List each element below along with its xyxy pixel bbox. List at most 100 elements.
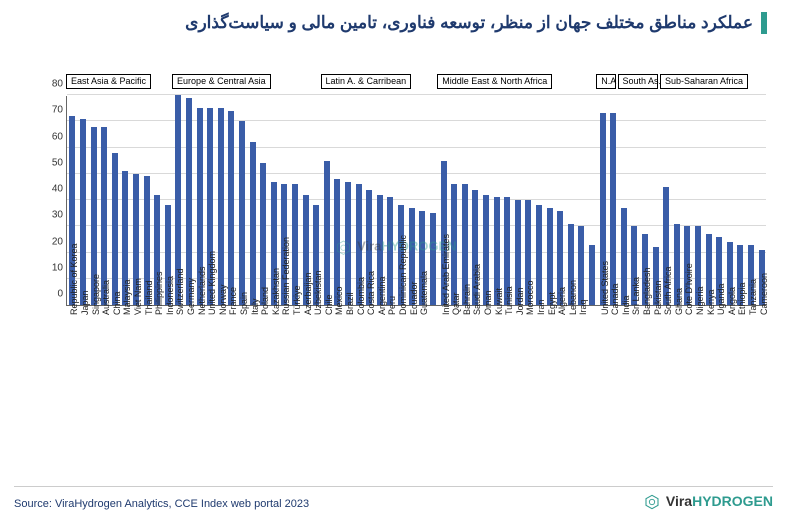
x-tick: Kenya <box>706 289 716 315</box>
x-tick: Canada <box>610 283 620 315</box>
region-label: Middle East & North Africa <box>437 74 552 89</box>
x-tick: Saudi Arabia <box>472 264 482 315</box>
gridline <box>67 94 766 95</box>
bar <box>112 153 118 305</box>
x-tick: Azerbaijan <box>303 272 313 315</box>
x-tick: Viet Nam <box>133 278 143 315</box>
x-tick: Spain <box>239 292 249 315</box>
x-tick: Uzbekistan <box>313 270 323 315</box>
gridline <box>67 120 766 121</box>
region-label: East Asia & Pacific <box>66 74 151 89</box>
x-tick: Guatemala <box>419 271 429 315</box>
hex-icon <box>644 494 660 510</box>
x-tick: Lebanon <box>568 280 578 315</box>
x-tick: Algeria <box>557 287 567 315</box>
bar <box>101 127 107 306</box>
bar <box>324 161 330 305</box>
bar <box>589 245 595 305</box>
region-label: South As. <box>618 74 658 89</box>
x-tick: United States <box>600 261 610 315</box>
x-tick: Italy <box>250 298 260 315</box>
x-tick: Malaysia <box>122 279 132 315</box>
x-tick: Jordan <box>515 287 525 315</box>
x-tick: Türkiye <box>292 285 302 315</box>
x-tick: Russian Federation <box>281 237 291 315</box>
source-text: Source: ViraHydrogen Analytics, CCE Inde… <box>14 498 309 510</box>
x-tick: Peru <box>387 296 397 315</box>
logo-a: Vira <box>666 493 692 509</box>
x-tick: Egypt <box>547 292 557 315</box>
x-tick: Angola <box>727 287 737 315</box>
x-tick: Thailand <box>144 280 154 315</box>
x-tick: France <box>228 287 238 315</box>
bar <box>250 142 256 305</box>
bar <box>451 184 457 305</box>
x-tick: Poland <box>260 287 270 315</box>
x-tick: Uganda <box>716 283 726 315</box>
x-tick: Brazil <box>345 292 355 315</box>
gridline <box>67 225 766 226</box>
x-tick: Tunisia <box>504 286 514 315</box>
bar <box>186 98 192 305</box>
logo-b: HYDROGEN <box>692 493 773 509</box>
x-tick: Morocco <box>525 280 535 315</box>
footer: Source: ViraHydrogen Analytics, CCE Inde… <box>14 486 773 510</box>
x-tick: Ethiopia <box>737 282 747 315</box>
x-tick: Pakistan <box>653 280 663 315</box>
gridline <box>67 199 766 200</box>
chart-area: East Asia & Pacific Europe & Central Asia… <box>26 60 766 420</box>
x-tick: Switzerland <box>175 268 185 315</box>
x-tick: Norway <box>218 284 228 315</box>
y-tick: 60 <box>45 131 63 142</box>
x-tick: Bahrain <box>462 284 472 315</box>
y-tick: 20 <box>45 236 63 247</box>
x-tick: Iran <box>536 299 546 315</box>
x-tick: Dominican Republic <box>398 235 408 315</box>
x-tick: United Kingdom <box>207 251 217 315</box>
x-tick: Nigeria <box>695 286 705 315</box>
x-tick: India <box>621 295 631 315</box>
x-tick: Qatar <box>451 292 461 315</box>
plot: 01020304050607080 <box>66 96 766 306</box>
bar <box>345 182 351 305</box>
y-tick: 0 <box>45 289 63 300</box>
page-title: عملکرد مناطق مختلف جهان از منظر، توسعه ف… <box>185 13 753 33</box>
bar <box>536 205 542 305</box>
title-bar: عملکرد مناطق مختلف جهان از منظر، توسعه ف… <box>0 0 787 38</box>
x-tick: Japan <box>80 290 90 315</box>
bar <box>218 108 224 305</box>
bar <box>483 195 489 305</box>
logo: ViraHYDROGEN <box>644 493 773 510</box>
x-tick: Ecuador <box>409 281 419 315</box>
y-tick: 10 <box>45 262 63 273</box>
x-tick: Argentina <box>377 276 387 315</box>
bar <box>260 163 266 305</box>
bar <box>430 213 436 305</box>
region-label: Europe & Central Asia <box>172 74 271 89</box>
x-tick: Chile <box>324 294 334 315</box>
x-tick: Inited Arab Emirates <box>441 234 451 315</box>
x-tick: Tanzania <box>748 279 758 315</box>
x-tick: China <box>112 291 122 315</box>
x-tick: Bangladesh <box>642 267 652 315</box>
bar <box>621 208 627 305</box>
y-tick: 70 <box>45 105 63 116</box>
x-tick: Indonesia <box>165 276 175 315</box>
x-tick: Germany <box>186 278 196 315</box>
x-tick: Kazakhstan <box>271 268 281 315</box>
x-tick: Cote D'Ivoire <box>684 263 694 315</box>
x-tick: Mexico <box>334 286 344 315</box>
y-tick: 80 <box>45 79 63 90</box>
x-tick: South Africa <box>663 266 673 315</box>
x-tick: Iraq <box>578 299 588 315</box>
y-tick: 40 <box>45 184 63 195</box>
x-tick: Cameroon <box>759 273 769 315</box>
x-tick: Kuwait <box>494 288 504 315</box>
x-tick: Republic of Korea <box>69 243 79 315</box>
region-label: Latin A. & Carribean <box>321 74 412 89</box>
gridline <box>67 252 766 253</box>
x-tick: Singapore <box>91 274 101 315</box>
x-tick: Sri Lanka <box>631 277 641 315</box>
bar <box>228 111 234 305</box>
gridline <box>67 173 766 174</box>
